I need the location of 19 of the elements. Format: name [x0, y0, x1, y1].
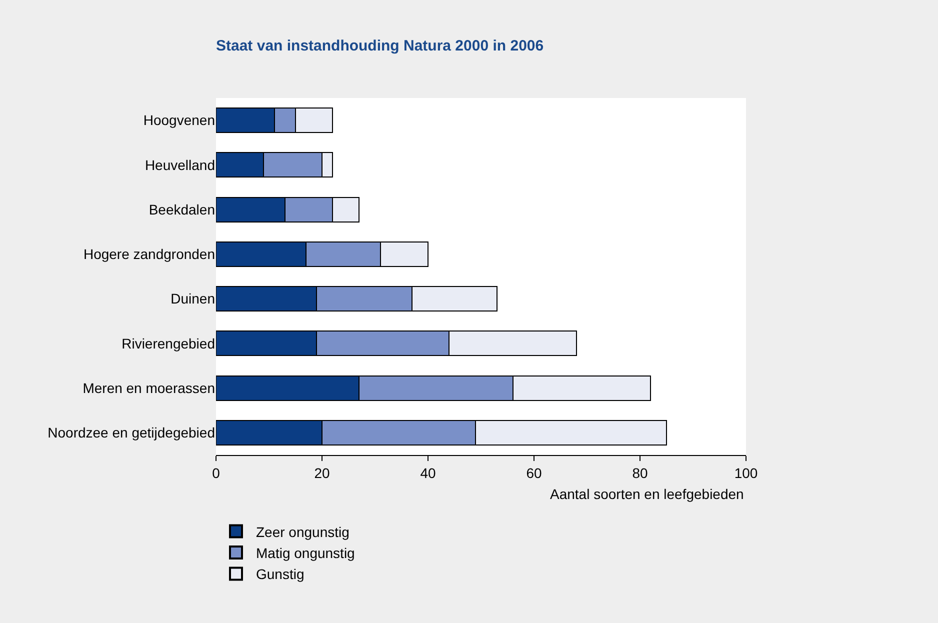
y-tick-label: Hoogvenen — [143, 112, 215, 128]
legend-label: Zeer ongunstig — [256, 524, 350, 540]
y-tick-label: Hogere zandgronden — [83, 246, 215, 262]
x-tick-label: 40 — [420, 464, 436, 481]
x-tick-label: 100 — [734, 464, 758, 481]
x-axis-title: Aantal soorten en leefgebieden — [550, 486, 744, 502]
y-tick-label: Heuvelland — [144, 156, 215, 173]
y-tick-label: Rivierengebied — [122, 335, 215, 352]
chart-title: Staat van instandhouding Natura 2000 in 2006 — [216, 37, 544, 54]
legend-label: Gunstig — [256, 566, 304, 582]
y-tick-label: Duinen — [170, 290, 215, 307]
x-tick-label: 60 — [526, 464, 542, 481]
x-tick-label: 0 — [212, 464, 220, 481]
legend-label: Matig ongunstig — [256, 544, 355, 561]
y-tick-label: Noordzee en getijdegebied — [48, 424, 215, 441]
y-tick-label: Meren en moerassen — [82, 380, 215, 396]
y-tick-label: Beekdalen — [148, 201, 215, 218]
x-tick-label: 20 — [314, 464, 330, 481]
x-tick-label: 80 — [632, 464, 648, 481]
